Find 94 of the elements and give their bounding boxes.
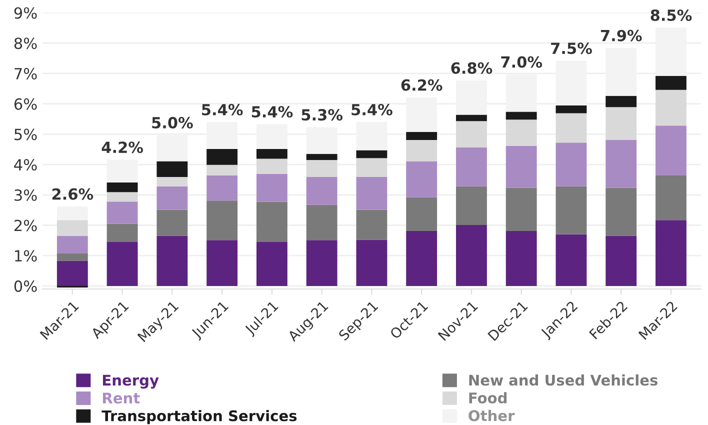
total-label: 5.4% — [202, 104, 243, 116]
total-label: 2.6% — [52, 188, 94, 200]
y-tick-label: 2% — [14, 220, 37, 232]
bar — [256, 202, 288, 242]
total-label: 6.2% — [401, 79, 442, 91]
bar — [556, 113, 587, 143]
bar — [556, 142, 587, 186]
y-tick-label: 4% — [14, 159, 37, 171]
bar — [356, 158, 388, 177]
bar — [406, 161, 438, 198]
bar — [56, 236, 88, 254]
bar — [656, 220, 686, 286]
bar — [556, 105, 587, 114]
bar — [306, 204, 338, 240]
bar — [256, 149, 288, 159]
bar — [106, 182, 138, 192]
bar — [356, 240, 388, 286]
bar — [406, 140, 438, 162]
bar — [156, 210, 188, 236]
bar — [56, 220, 88, 236]
total-label: 7.5% — [551, 42, 592, 54]
bar — [506, 146, 537, 188]
bar — [506, 112, 537, 120]
bar — [606, 96, 637, 108]
bar — [356, 150, 388, 158]
legend-label: New and Used Vehicles — [469, 374, 658, 386]
bar — [56, 206, 88, 220]
bar — [106, 202, 138, 224]
bar — [456, 121, 487, 148]
bar — [306, 240, 338, 286]
bar — [406, 132, 438, 140]
bar — [356, 210, 388, 240]
bar — [306, 176, 338, 205]
bar — [106, 192, 138, 202]
bar — [456, 186, 487, 225]
bar — [606, 236, 637, 286]
total-label: 6.8% — [451, 62, 492, 74]
legend-label: Rent — [102, 392, 140, 404]
bar — [456, 224, 487, 286]
bar — [556, 186, 587, 234]
bar — [206, 240, 238, 286]
legend-label: Energy — [102, 374, 159, 389]
bar — [656, 76, 686, 90]
total-label: 5.0% — [152, 116, 193, 128]
bar — [156, 236, 188, 286]
bar — [206, 175, 238, 201]
y-tick-label: 7% — [14, 68, 37, 80]
bar — [206, 164, 238, 176]
bar — [456, 114, 487, 122]
total-label: 7.9% — [600, 30, 642, 42]
bar — [606, 107, 637, 140]
bar — [206, 149, 238, 165]
bar — [406, 197, 438, 232]
bar — [506, 231, 537, 286]
total-label: 4.2% — [102, 142, 143, 154]
y-tick-label: 1% — [15, 250, 37, 262]
total-label: 7.0% — [501, 56, 542, 68]
bar — [506, 188, 537, 232]
bar — [356, 176, 388, 210]
bar — [456, 148, 487, 186]
bar — [656, 90, 686, 126]
bar — [556, 234, 587, 286]
bar — [156, 161, 188, 177]
total-label: 5.4% — [252, 106, 293, 118]
y-tick-label: 9% — [14, 7, 37, 19]
bar — [56, 253, 88, 261]
bar — [656, 175, 686, 220]
y-tick-label: 8% — [14, 38, 37, 50]
bar — [256, 242, 288, 286]
bar — [306, 154, 338, 160]
bar — [256, 158, 288, 174]
bar — [56, 260, 88, 286]
legend-label: Other — [468, 410, 515, 422]
total-label: 5.4% — [352, 104, 392, 116]
bar — [106, 242, 138, 286]
legend-label: Transportation Services — [102, 410, 297, 424]
bar — [506, 120, 537, 146]
bar — [306, 160, 338, 177]
y-tick-label: 6% — [14, 98, 37, 110]
y-tick-label: 0% — [14, 280, 37, 292]
bar — [156, 176, 188, 186]
y-tick-label: 5% — [14, 128, 37, 140]
y-tick-label: 3% — [14, 189, 37, 201]
bar — [656, 126, 686, 176]
bar — [606, 140, 637, 188]
total-label: 8.5% — [650, 9, 692, 22]
bar — [156, 186, 188, 210]
bar — [106, 224, 138, 242]
bar — [606, 188, 637, 236]
legend-label: Food — [469, 392, 507, 404]
bar — [256, 174, 288, 202]
total-label: 5.3% — [302, 109, 343, 121]
bar — [206, 200, 238, 240]
bar — [406, 231, 438, 286]
